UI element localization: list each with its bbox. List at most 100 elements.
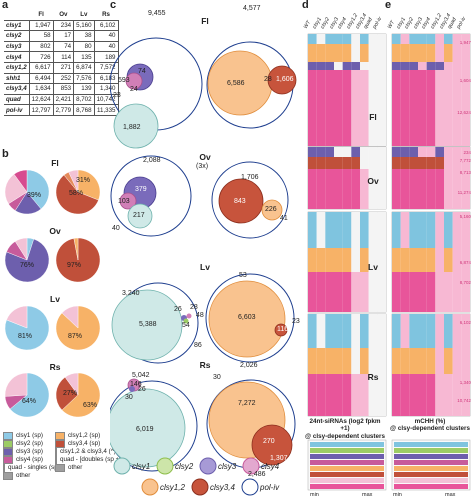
scale-row — [394, 472, 468, 477]
pie-label: 87% — [68, 333, 83, 340]
heatmap-cell — [418, 374, 427, 416]
heatmap-cell — [392, 147, 401, 157]
heatmap-cell — [368, 70, 378, 146]
section-title-ov: Ov — [49, 226, 61, 236]
heatmap-cell — [325, 44, 334, 62]
heatmap-cell — [409, 44, 418, 62]
legend-label: quad - [doubles (sp +^)] — [60, 456, 127, 463]
legend-clsy3-swatch — [199, 457, 217, 475]
heatmap-cell — [377, 212, 386, 248]
pie-label: 64% — [22, 398, 37, 405]
scale-row — [394, 478, 468, 483]
pie-slice — [13, 169, 28, 193]
heatmap-cell — [351, 348, 360, 374]
heatmap-cell — [418, 272, 427, 312]
heatmap-side-number: 10,742 — [457, 398, 471, 403]
heatmap-cell — [342, 272, 352, 312]
heatmap-cell — [368, 34, 378, 44]
heatmap-cell — [360, 212, 369, 248]
heatmap-cell — [426, 147, 436, 157]
panel-label-a: a — [2, 0, 9, 11]
heatmap-cell — [308, 44, 317, 62]
table-cell: 1,634 — [28, 83, 54, 95]
legend-right: clsy1,2 (sp) clsy3,4 (sp) clsy1,2 & clsy3,… — [55, 432, 126, 472]
heatmap-cell — [308, 34, 317, 44]
venn-clsy4-circle — [119, 192, 137, 210]
table-cell: 17 — [52, 30, 75, 42]
venn-number: 23 — [113, 92, 121, 99]
heatmap-cell — [308, 147, 317, 157]
heatmap-cell — [342, 248, 352, 272]
heatmap-cell — [461, 44, 470, 62]
heatmap-cell — [418, 34, 427, 44]
venn-number: 30 — [125, 394, 133, 401]
heatmap-cell — [325, 248, 334, 272]
heatmap-cell — [452, 34, 462, 44]
legend-swatch — [55, 448, 57, 456]
heatmap-cell — [426, 62, 436, 70]
heatmap-cell — [400, 44, 410, 62]
table-row: clsy1 1,947 234 5,160 6,102 — [4, 19, 119, 32]
pie-slice — [77, 169, 101, 201]
legend-clsy1-swatch — [113, 457, 131, 475]
legend-item: quad - [doubles (sp +^)] — [55, 456, 126, 464]
venn-section-fl: Fl — [201, 16, 209, 26]
heatmap-cell — [409, 374, 418, 416]
heatmap-cell — [334, 314, 343, 348]
heatmap-cell — [377, 70, 386, 146]
heatmap-cell — [334, 374, 343, 416]
heatmap-cell — [435, 272, 444, 312]
legend-swatch — [55, 464, 65, 472]
table-cell: 726 — [28, 51, 54, 63]
venn-clsy12-circle — [208, 280, 286, 358]
heatmap-side-number: 12,624 — [457, 110, 471, 115]
heatmap-cell — [360, 248, 369, 272]
venn-legend-clsy2: clsy2 — [175, 462, 194, 471]
heatmap-cell — [377, 62, 386, 70]
heatmap-cell — [452, 70, 462, 146]
table-row-label: clsy1,2 — [4, 61, 30, 74]
heatmap-cell — [308, 374, 317, 416]
heatmap-side-number: 234 — [463, 150, 471, 155]
heatmap-section-ov: Ov — [367, 176, 379, 186]
table-row-label: clsy3,4 — [4, 83, 30, 95]
venn-number: 116 — [277, 326, 289, 333]
table-cell: 139 — [73, 83, 95, 95]
venn-diagrams — [110, 37, 297, 496]
heatmap-cell — [377, 314, 386, 348]
heatmap-cell — [308, 212, 317, 248]
heatmap-cell — [325, 348, 334, 374]
heatmap-cell — [360, 70, 369, 146]
heatmap-cell — [461, 34, 470, 44]
heatmap-cell — [351, 212, 360, 248]
heatmap-cell — [351, 70, 360, 146]
legend-label: clsy4 (sp) — [16, 456, 43, 463]
table-row: pol-iv 12,797 2,779 8,768 11,335 — [4, 104, 119, 116]
table-cell: 853 — [52, 83, 75, 95]
scale-row — [310, 460, 384, 465]
heatmap-side-number: 1,340 — [459, 380, 471, 385]
heatmap-cell — [461, 62, 470, 70]
heatmap-cell — [392, 248, 401, 272]
heatmap-cell — [444, 70, 453, 146]
section-title-fl: Fl — [51, 158, 59, 168]
scale-row — [310, 478, 384, 483]
heatmap-cell — [351, 62, 360, 70]
heatmap-cell — [461, 147, 470, 157]
venn-number: 1,706 — [241, 174, 259, 181]
table-row: clsy2 58 17 38 40 — [4, 30, 119, 42]
heatmap-cell — [461, 212, 470, 248]
scale-row — [310, 472, 384, 477]
venn-clsy1-circle — [111, 289, 183, 361]
legend-item: clsy2 (sp) — [3, 440, 53, 448]
heatmap-cell — [452, 62, 462, 70]
panel-label-d: d — [302, 0, 309, 11]
scale-row — [394, 442, 468, 447]
heatmap-cell — [409, 314, 418, 348]
legend-label: clsy3,4 (sp) — [68, 440, 101, 447]
venn-legend-clsy12: clsy1,2 — [160, 483, 185, 492]
caption-line: 24nt-siRNAs (log2 fpkm +1) — [309, 418, 381, 433]
heatmap-section-lv: Lv — [368, 262, 378, 272]
table-row-label: clsy3 — [4, 40, 30, 53]
table-row-label: clsy1 — [4, 19, 30, 32]
